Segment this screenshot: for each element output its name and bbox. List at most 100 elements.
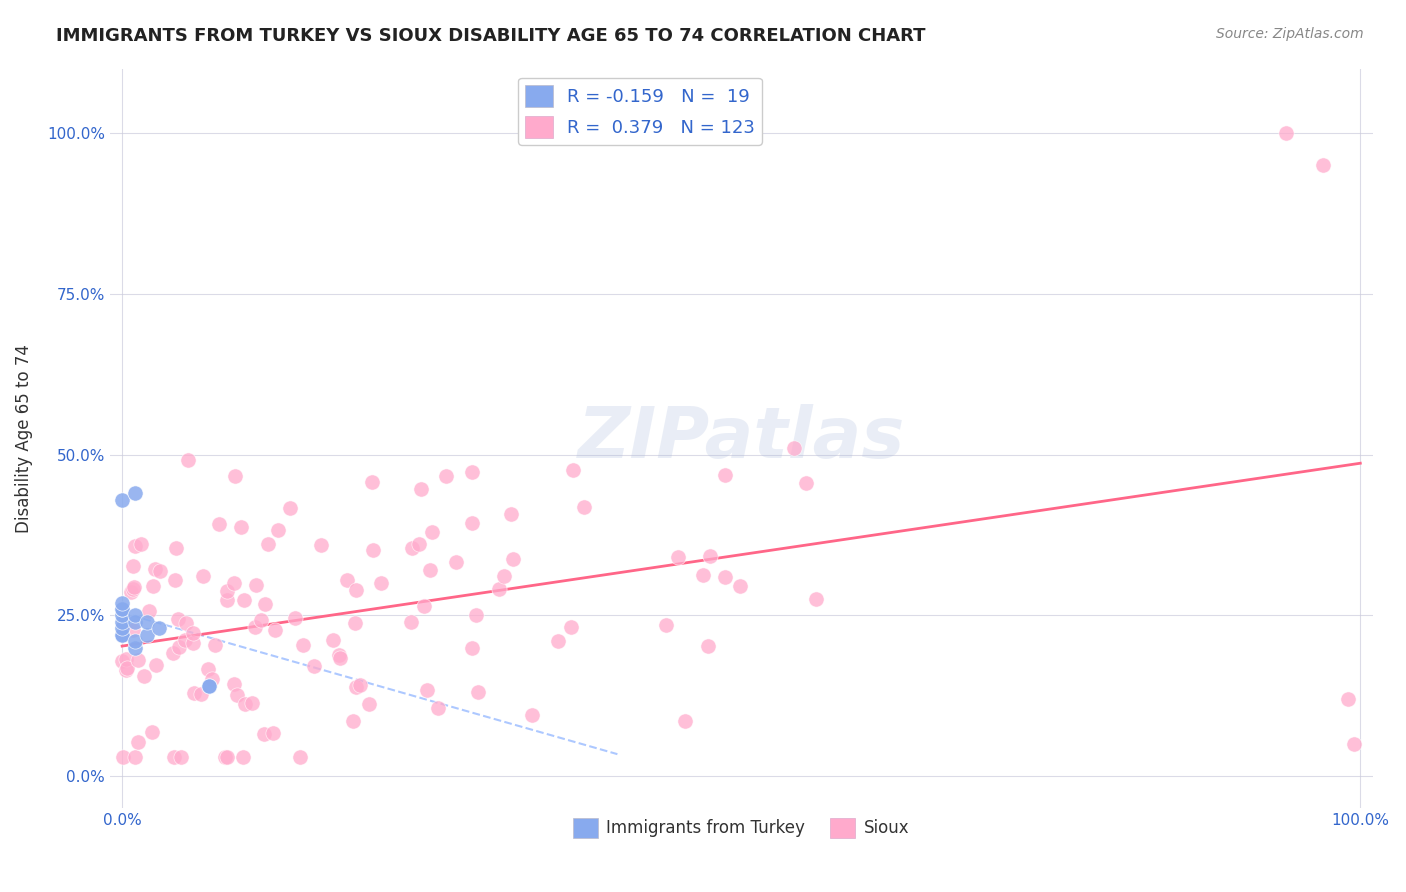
Point	[361, 475, 384, 489]
Text: IMMIGRANTS FROM TURKEY VS SIOUX DISABILITY AGE 65 TO 74 CORRELATION CHART: IMMIGRANTS FROM TURKEY VS SIOUX DISABILI…	[56, 27, 925, 45]
Point	[111, 602, 134, 616]
Point	[167, 640, 190, 655]
Point	[696, 639, 718, 653]
Point	[572, 500, 595, 514]
Point	[302, 658, 325, 673]
Point	[115, 661, 138, 675]
Point	[111, 615, 134, 629]
Point	[344, 680, 367, 694]
Point	[502, 552, 524, 566]
Point	[243, 619, 266, 633]
Point	[267, 523, 290, 537]
Point	[562, 463, 585, 477]
Point	[217, 750, 239, 764]
Point	[401, 615, 423, 629]
Point	[197, 662, 219, 676]
Point	[401, 541, 423, 556]
Point	[262, 725, 284, 739]
Point	[174, 615, 197, 630]
Point	[434, 468, 457, 483]
Point	[127, 735, 149, 749]
Point	[666, 550, 689, 565]
Point	[796, 476, 818, 491]
Point	[198, 679, 221, 693]
Point	[1312, 158, 1334, 172]
Point	[162, 647, 184, 661]
Point	[111, 621, 134, 635]
Y-axis label: Disability Age 65 to 74: Disability Age 65 to 74	[15, 344, 32, 533]
Point	[344, 583, 367, 598]
Point	[124, 615, 146, 629]
Point	[560, 620, 582, 634]
Point	[124, 539, 146, 553]
Point	[713, 570, 735, 584]
Point	[111, 492, 134, 507]
Point	[420, 524, 443, 539]
Point	[804, 591, 827, 606]
Point	[201, 673, 224, 687]
Point	[148, 621, 170, 635]
Point	[349, 678, 371, 692]
Point	[783, 441, 806, 455]
Point	[120, 585, 142, 599]
Point	[501, 507, 523, 521]
Point	[714, 468, 737, 483]
Point	[124, 750, 146, 764]
Point	[143, 561, 166, 575]
Point	[122, 582, 145, 596]
Point	[124, 634, 146, 648]
Point	[309, 538, 332, 552]
Point	[138, 604, 160, 618]
Point	[208, 516, 231, 531]
Point	[233, 697, 256, 711]
Point	[111, 596, 134, 610]
Point	[127, 653, 149, 667]
Point	[357, 697, 380, 711]
Point	[181, 635, 204, 649]
Point	[141, 725, 163, 739]
Point	[111, 750, 134, 764]
Point	[191, 569, 214, 583]
Point	[465, 607, 488, 622]
Point	[111, 602, 134, 616]
Point	[1275, 126, 1298, 140]
Point	[342, 714, 364, 729]
Point	[446, 555, 468, 569]
Point	[163, 750, 186, 764]
Point	[183, 686, 205, 700]
Point	[460, 641, 482, 656]
Point	[699, 549, 721, 563]
Point	[124, 486, 146, 500]
Point	[361, 543, 384, 558]
Legend: Immigrants from Turkey, Sioux: Immigrants from Turkey, Sioux	[567, 811, 915, 845]
Point	[132, 669, 155, 683]
Point	[183, 626, 205, 640]
Point	[288, 750, 311, 764]
Text: Source: ZipAtlas.com: Source: ZipAtlas.com	[1216, 27, 1364, 41]
Point	[217, 584, 239, 599]
Point	[292, 638, 315, 652]
Point	[252, 726, 274, 740]
Point	[655, 617, 678, 632]
Point	[461, 465, 484, 479]
Point	[418, 563, 440, 577]
Point	[214, 750, 236, 764]
Point	[692, 567, 714, 582]
Point	[198, 679, 221, 693]
Point	[124, 608, 146, 623]
Point	[115, 663, 138, 677]
Point	[224, 677, 246, 691]
Point	[111, 628, 134, 642]
Point	[224, 576, 246, 591]
Point	[233, 593, 256, 607]
Point	[728, 579, 751, 593]
Point	[257, 536, 280, 550]
Point	[240, 696, 263, 710]
Point	[142, 579, 165, 593]
Point	[370, 576, 392, 591]
Point	[135, 615, 157, 629]
Point	[494, 569, 516, 583]
Point	[467, 685, 489, 699]
Point	[278, 501, 301, 516]
Point	[163, 573, 186, 587]
